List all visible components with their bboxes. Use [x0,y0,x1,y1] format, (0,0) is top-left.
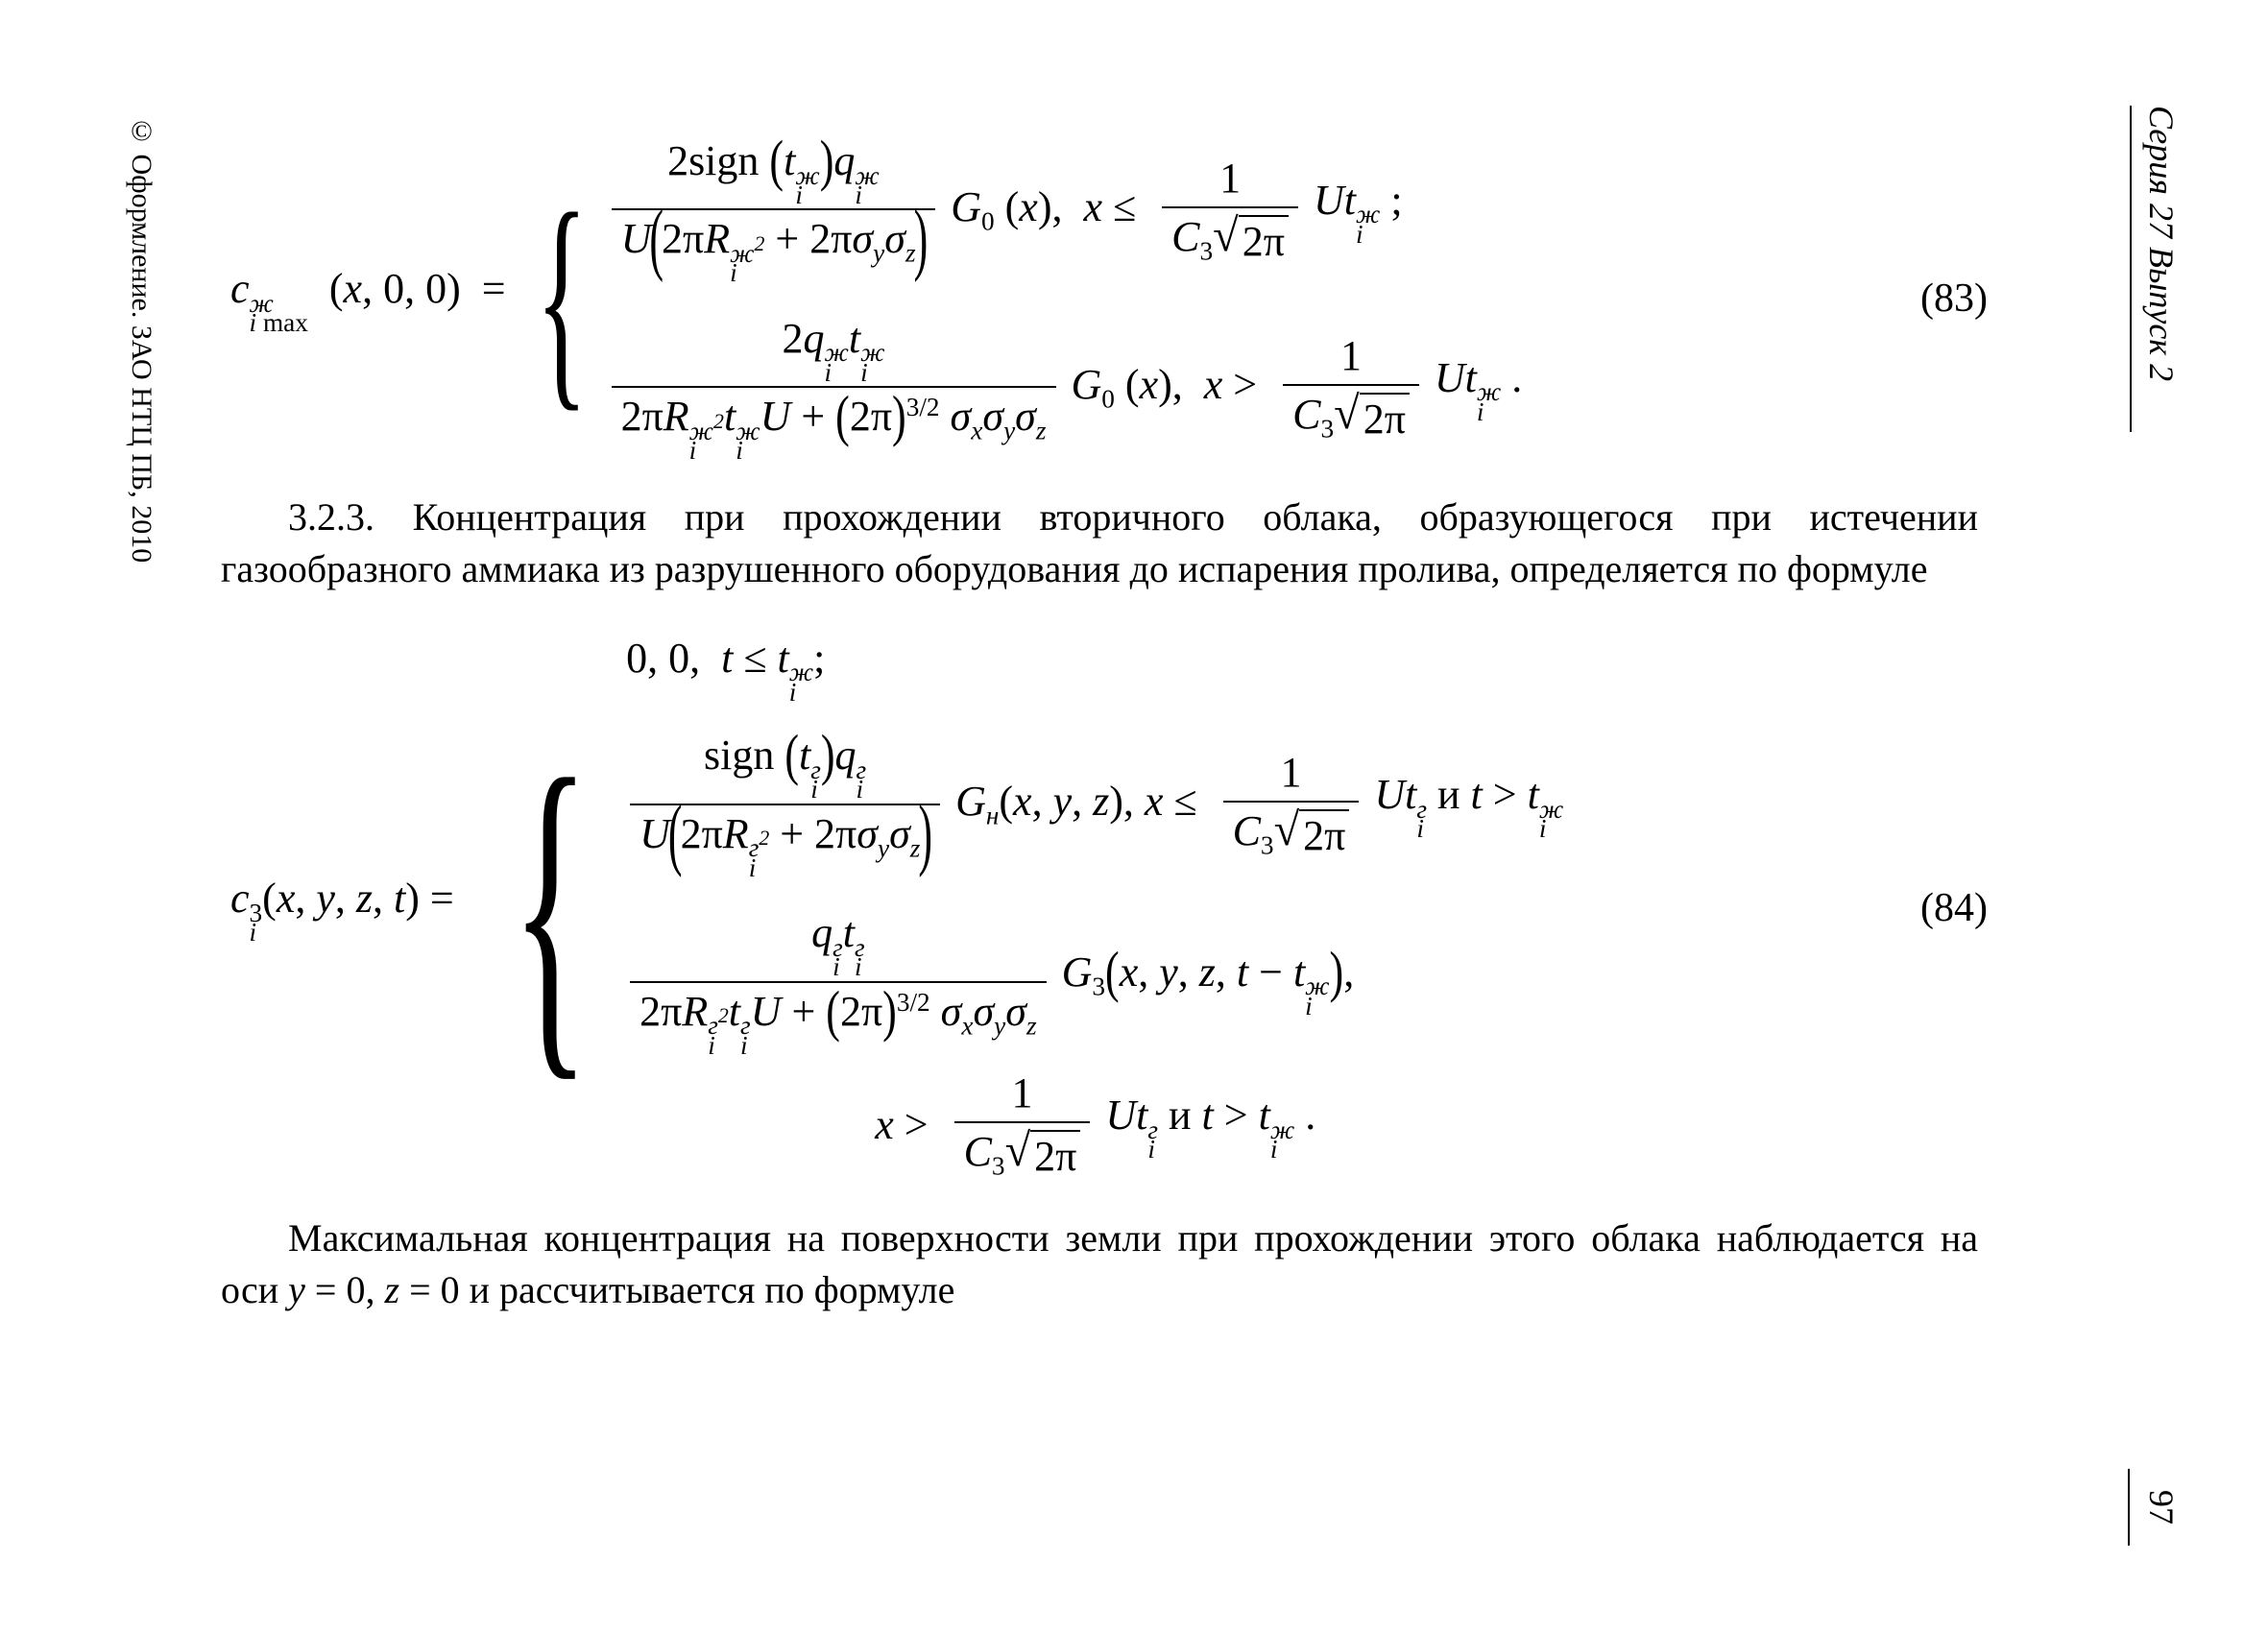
page: Серия 27 Выпуск 2 97 © Оформление. ЗАО Н… [0,0,2268,1632]
eq83-number: (83) [1920,276,2036,322]
left-brace-icon: { [511,762,590,1054]
eq83-case2: 2qжitжi 2πRж2itжiU + (2π)3/2 σxσyσz G0 (… [608,312,1523,463]
left-brace-icon: { [536,203,588,395]
equation-84: c3i(x, y, z, t) = { 0, 0, t ≤ tжi; sign … [192,634,2036,1184]
equation-83: cжi max (x, 0, 0) = { 2sign (tжi)qжi U(2… [192,134,2036,463]
eq83-cases: 2sign (tжi)qжi U(2πRж2i + 2πσyσz) G0 (x)… [608,134,1523,463]
eq83-case1: 2sign (tжi)qжi U(2πRж2i + 2πσyσz) G0 (x)… [608,134,1403,285]
series-label: Серия 27 Выпуск 2 [2130,106,2182,432]
paragraph-max-concentration: Максимальная концентрация на поверхности… [221,1212,1978,1316]
eq84-number: (84) [1920,885,2036,931]
eq84-cases: 0, 0, t ≤ tжi; sign (tгi)qгi U(2πRг2i + … [626,634,1563,1184]
eq84-lhs: c3i(x, y, z, t) = [230,874,465,942]
page-number: 97 [2128,1469,2182,1546]
content-area: cжi max (x, 0, 0) = { 2sign (tжi)qжi U(2… [192,115,2036,1326]
eq83-lhs: cжi max (x, 0, 0) = [230,264,506,332]
paragraph-323: 3.2.3. Концентрация при прохождении втор… [221,492,1978,595]
eq84-case0: 0, 0, t ≤ tжi; [626,634,825,702]
copyright-label: © Оформление. ЗАО НТЦ ПБ, 2010 [125,115,157,614]
eq84-case1: sign (tгi)qгi U(2πRг2i + 2πσyσz) Gн(x, y… [626,729,1563,879]
eq84-case2: qгitгi 2πRг2itгiU + (2π)3/2 σxσyσz G3(x,… [626,906,1354,1183]
